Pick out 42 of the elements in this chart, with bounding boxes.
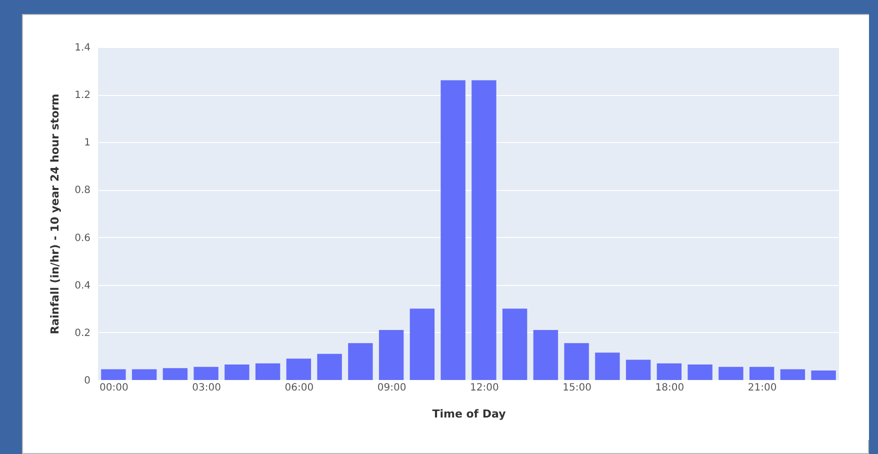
bar — [656, 363, 682, 380]
x-tick-label: 12:00 — [470, 382, 499, 394]
bar — [378, 330, 404, 380]
x-tick-label: 00:00 — [100, 382, 128, 394]
x-tick-label: 18:00 — [655, 382, 684, 394]
x-tick-label: 15:00 — [562, 382, 592, 394]
y-tick-label: 0 — [84, 376, 90, 386]
y-tick-label: 1.2 — [74, 90, 90, 102]
bar — [718, 366, 744, 380]
bar — [101, 369, 126, 380]
x-tick-label: 03:00 — [192, 382, 221, 394]
x-tick-label: 21:00 — [748, 382, 777, 394]
x-axis-title: Time of Day — [432, 408, 506, 420]
bar — [162, 368, 188, 380]
bar — [194, 366, 218, 380]
bar — [255, 363, 280, 380]
bar — [440, 80, 466, 380]
x-tick-label: 06:00 — [284, 382, 314, 394]
bar — [595, 352, 620, 380]
bar — [132, 369, 157, 380]
bar — [502, 308, 528, 380]
bar — [348, 343, 373, 380]
bar — [410, 308, 435, 380]
x-tick-label: 09:00 — [377, 382, 406, 394]
bar — [564, 343, 589, 380]
y-tick-label: 0.2 — [74, 328, 90, 339]
bar — [626, 360, 651, 380]
y-axis-title: Rainfall (in/hr) - 10 year 24 hour storm — [48, 94, 62, 334]
bar — [317, 354, 342, 380]
y-tick-label: 0.4 — [74, 280, 90, 292]
bar — [286, 358, 312, 380]
y-tick-label: 1.4 — [74, 42, 90, 54]
bar — [811, 370, 836, 380]
bar — [472, 80, 496, 380]
bar — [533, 330, 558, 380]
bar — [688, 364, 712, 380]
bar — [224, 364, 250, 380]
bar — [780, 369, 806, 380]
bar — [749, 366, 774, 380]
y-tick-label: 1 — [84, 138, 90, 149]
y-tick-label: 0.8 — [74, 185, 90, 196]
y-tick-label: 0.6 — [74, 232, 90, 244]
